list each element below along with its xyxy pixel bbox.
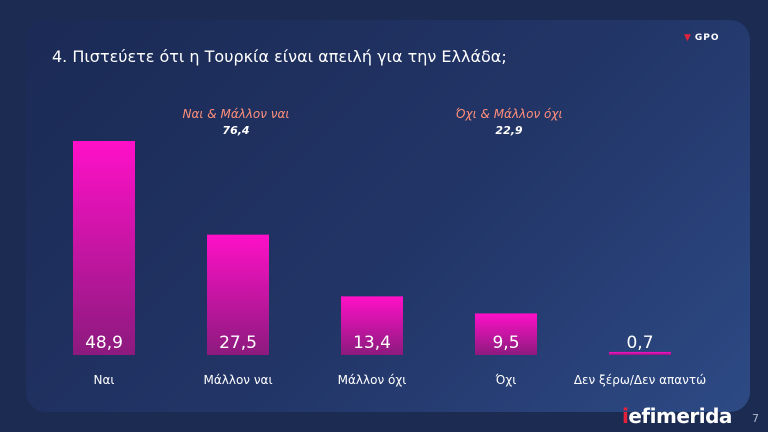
bar-value-label-5: 0,7 [626,333,653,353]
category-label-3: Μάλλον όχι [338,373,407,387]
page-title: 4. Πιστεύετε ότι η Τουρκία είναι απειλή … [52,47,507,66]
bar-value-label-2: 27,5 [219,333,257,353]
gpo-mark-icon: ▼ [684,32,692,43]
iefimerida-logo: iefimerida [622,404,732,428]
bar-1 [73,141,135,355]
group-label-yes: Ναι & Μάλλον ναι [182,107,290,121]
brand-name: efimerida [628,404,732,428]
category-label-2: Μάλλον ναι [204,373,273,387]
bar-value-label-3: 13,4 [353,333,391,353]
category-label-5: Δεν ξέρω/Δεν απαντώ [574,373,706,387]
category-label-1: Ναι [94,373,115,387]
bar-2 [207,234,269,355]
bar-value-label-4: 9,5 [492,333,519,353]
bar-4 [475,313,537,355]
group-value-no: 22,9 [495,124,523,137]
gpo-logo-text: GPO [694,33,720,43]
page-number: 7 [752,412,759,425]
group-label-no: Όχι & Μάλλον όχι [455,107,563,121]
category-label-4: Όχι [495,373,517,387]
group-value-yes: 76,4 [222,124,250,137]
brand-prefix: i [622,404,629,428]
gpo-logo: ▼ GPO [684,33,720,43]
bar-3 [341,296,403,355]
bar-value-label-1: 48,9 [85,333,123,353]
bar-5 [609,351,671,355]
